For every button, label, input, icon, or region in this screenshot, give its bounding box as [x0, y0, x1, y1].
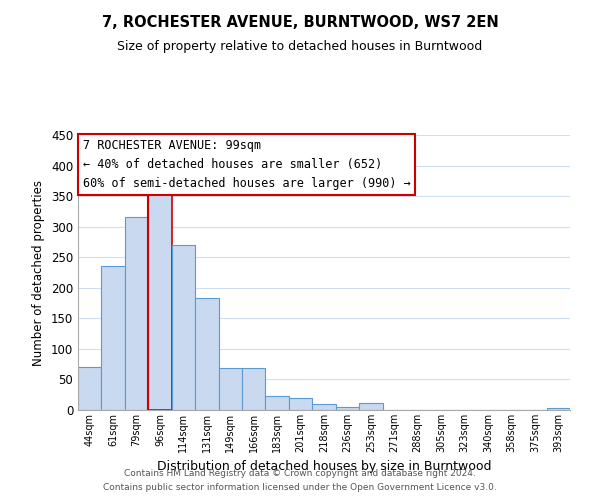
Bar	[359, 402, 383, 410]
Bar	[125, 218, 148, 410]
Bar	[101, 266, 125, 410]
Bar	[265, 396, 289, 410]
X-axis label: Distribution of detached houses by size in Burntwood: Distribution of detached houses by size …	[157, 460, 491, 473]
Bar	[547, 408, 570, 410]
Bar	[218, 368, 242, 410]
Bar	[195, 298, 218, 410]
Bar	[78, 367, 101, 410]
Text: 7 ROCHESTER AVENUE: 99sqm
← 40% of detached houses are smaller (652)
60% of semi: 7 ROCHESTER AVENUE: 99sqm ← 40% of detac…	[83, 139, 410, 190]
Bar	[289, 398, 312, 410]
Text: 7, ROCHESTER AVENUE, BURNTWOOD, WS7 2EN: 7, ROCHESTER AVENUE, BURNTWOOD, WS7 2EN	[101, 15, 499, 30]
Text: Contains public sector information licensed under the Open Government Licence v3: Contains public sector information licen…	[103, 484, 497, 492]
Bar	[312, 404, 336, 410]
Bar	[242, 368, 265, 410]
Text: Contains HM Land Registry data © Crown copyright and database right 2024.: Contains HM Land Registry data © Crown c…	[124, 468, 476, 477]
Bar	[148, 184, 172, 410]
Bar	[172, 245, 195, 410]
Y-axis label: Number of detached properties: Number of detached properties	[32, 180, 46, 366]
Bar	[336, 407, 359, 410]
Text: Size of property relative to detached houses in Burntwood: Size of property relative to detached ho…	[118, 40, 482, 53]
